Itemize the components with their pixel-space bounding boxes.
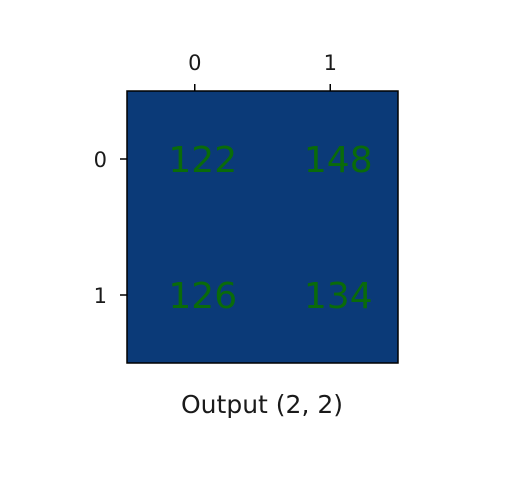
cell-value-label: 148 <box>304 140 373 181</box>
x-tick-label: 0 <box>188 51 201 75</box>
chart-title: Output (2, 2) <box>181 390 343 419</box>
y-tick-label: 0 <box>94 148 107 172</box>
cell-value-label: 122 <box>168 140 237 181</box>
cell-value-label: 126 <box>168 276 237 317</box>
y-tick-label: 1 <box>94 284 107 308</box>
x-tick-label: 1 <box>324 51 337 75</box>
cell-value-label: 134 <box>304 276 373 317</box>
heatmap-cells <box>127 91 399 364</box>
